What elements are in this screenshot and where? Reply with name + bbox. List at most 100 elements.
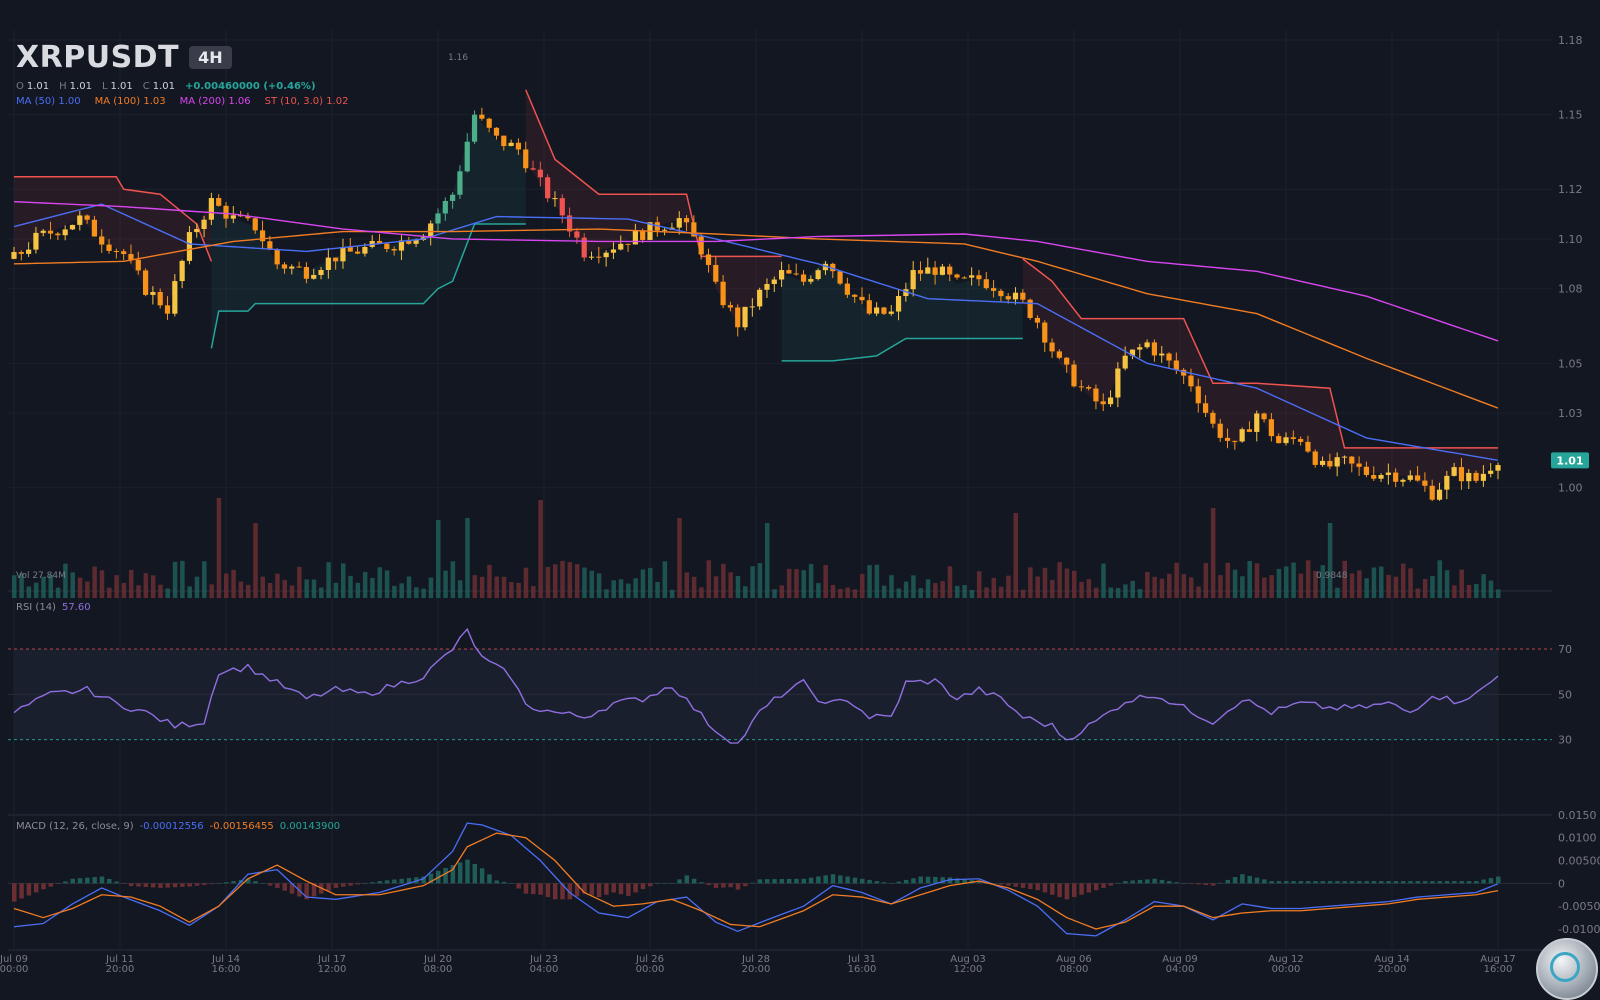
- macd-histogram-bar: [1072, 883, 1077, 898]
- macd-histogram-bar: [640, 883, 646, 890]
- candle-body: [552, 198, 558, 200]
- macd-histogram-bar: [1444, 881, 1450, 884]
- volume-bar: [531, 586, 536, 598]
- candle-body: [1086, 387, 1092, 389]
- indicator-legend-item[interactable]: ST (10, 3.0) 1.02: [264, 96, 349, 107]
- volume-bar: [691, 576, 697, 598]
- macd-histogram-bar: [911, 878, 916, 884]
- x-tick-label: Aug 09: [1162, 954, 1197, 965]
- macd-histogram-bar: [1379, 881, 1384, 884]
- volume-bar: [1459, 569, 1464, 598]
- candle-body: [479, 114, 485, 119]
- candle-body: [157, 292, 163, 306]
- candle-body: [1071, 364, 1077, 387]
- macd-histogram-bar: [1313, 881, 1318, 884]
- macd-histogram-bar: [516, 883, 521, 889]
- macd-histogram-bar: [1364, 881, 1369, 884]
- volume-bar: [1035, 576, 1040, 598]
- volume-bar: [596, 573, 602, 598]
- volume-bar: [860, 573, 865, 598]
- volume-bar: [1349, 573, 1355, 598]
- indicator-legend-item[interactable]: MA (100) 1.03: [94, 96, 166, 107]
- volume-bar: [85, 581, 90, 598]
- macd-histogram-bar: [721, 883, 726, 888]
- candle-body: [1159, 353, 1165, 356]
- candle-body: [925, 267, 931, 274]
- candle-body: [508, 142, 514, 147]
- candle-body: [1488, 470, 1494, 474]
- macd-histogram-bar: [479, 868, 485, 884]
- volume-bar: [494, 576, 499, 598]
- volume-bar: [436, 520, 441, 598]
- candle-body: [757, 289, 763, 307]
- volume-bar: [823, 565, 828, 598]
- macd-histogram-bar: [867, 879, 872, 884]
- macd-histogram-bar: [779, 879, 785, 884]
- candle-body: [1319, 460, 1326, 465]
- volume-bar: [1298, 573, 1304, 598]
- volume-bar: [421, 588, 426, 598]
- macd-tick-label: -0.00500: [1558, 900, 1600, 913]
- macd-tick-label: 0.00500: [1558, 855, 1600, 868]
- volume-bar: [319, 587, 324, 598]
- x-tick-label: Aug 14: [1374, 954, 1409, 965]
- volume-bar: [1218, 575, 1223, 598]
- timeframe-badge[interactable]: 4H: [189, 46, 232, 69]
- macd-histogram-bar: [823, 875, 828, 884]
- macd-histogram-bar: [1320, 881, 1326, 884]
- macd-histogram-bar: [231, 881, 236, 884]
- candle-body: [537, 169, 543, 178]
- macd-histogram-bar: [143, 883, 149, 888]
- candle-body: [1276, 436, 1282, 444]
- candle-body: [1056, 351, 1062, 358]
- macd-histogram-bar: [1437, 881, 1443, 884]
- macd-histogram-bar: [1393, 881, 1399, 884]
- x-tick-label: Aug 17: [1480, 954, 1515, 965]
- macd-histogram-bar: [1079, 883, 1084, 895]
- volume-bar: [1481, 574, 1486, 598]
- candle-body: [662, 229, 668, 231]
- volume-bar: [216, 498, 222, 598]
- symbol-title[interactable]: XRPUSDT: [16, 40, 180, 75]
- candle-body: [493, 127, 500, 136]
- candle-body: [1239, 429, 1245, 442]
- candle-body: [1151, 342, 1158, 356]
- candle-body: [406, 240, 412, 244]
- macd-histogram-bar: [1093, 883, 1099, 891]
- rsi-label: RSI (14) 57.60: [16, 602, 91, 613]
- volume-bar: [472, 575, 478, 598]
- volume-bar: [1042, 567, 1048, 598]
- candle-body: [274, 249, 280, 265]
- volume-bar: [560, 560, 565, 598]
- volume-bar: [1079, 581, 1084, 598]
- supertrend-line: [781, 337, 1023, 362]
- macd-histogram-bar: [1284, 881, 1289, 884]
- volume-bar: [1408, 568, 1413, 598]
- macd-histogram-bar: [1101, 883, 1106, 888]
- macd-histogram-bar: [1203, 883, 1209, 886]
- macd-histogram-bar: [735, 883, 741, 890]
- candle-body: [1385, 472, 1391, 476]
- macd-histogram-bar: [604, 883, 609, 895]
- volume-bar: [1152, 576, 1157, 598]
- candle-body: [325, 257, 331, 270]
- volume-bar: [55, 587, 61, 598]
- macd-histogram-bar: [801, 878, 807, 884]
- macd-histogram-bar: [1188, 883, 1194, 884]
- volume-bar: [845, 587, 850, 598]
- volume-bar: [552, 564, 558, 598]
- macd-histogram-bar: [947, 877, 953, 884]
- indicator-legend-item[interactable]: MA (200) 1.06: [179, 96, 251, 107]
- candle-body: [121, 251, 127, 255]
- candle-body: [1049, 342, 1055, 352]
- macd-histogram-bar: [574, 883, 580, 897]
- volume-bar: [1093, 587, 1099, 598]
- candle-body: [786, 270, 792, 274]
- volume-bar: [648, 567, 653, 598]
- macd-histogram-bar: [406, 878, 412, 884]
- macd-histogram-bar: [684, 875, 690, 884]
- indicator-legend-item[interactable]: MA (50) 1.00: [16, 96, 81, 107]
- volume-bar: [377, 567, 383, 598]
- x-tick-label: Jul 23: [529, 954, 558, 965]
